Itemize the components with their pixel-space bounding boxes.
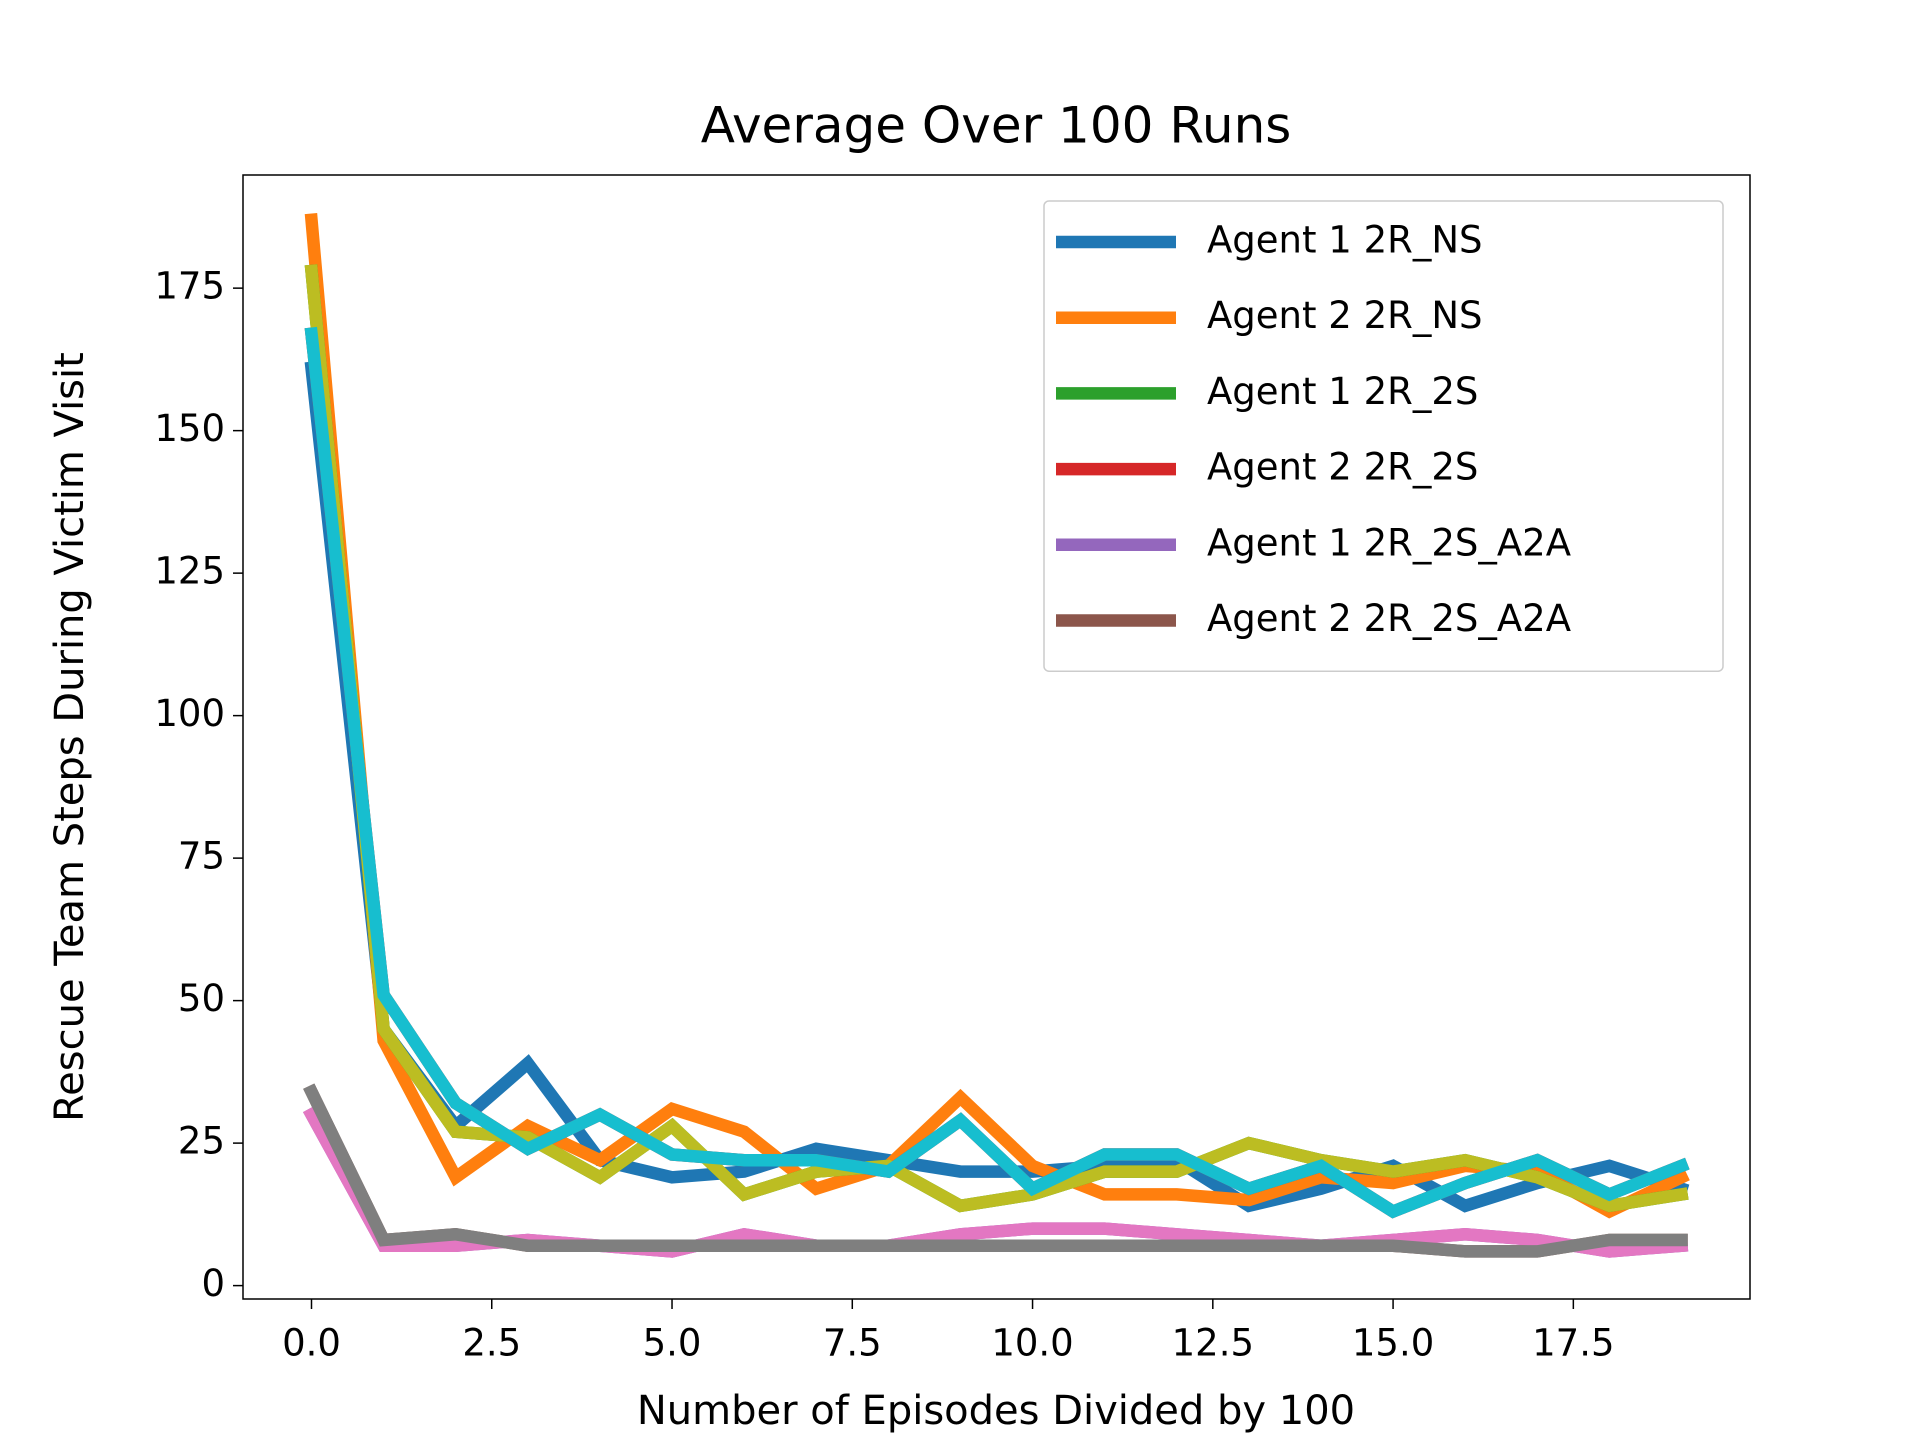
x-tick-label: 10.0 — [991, 1322, 1073, 1365]
series-line — [303, 1083, 1688, 1258]
x-tick-label: 2.5 — [462, 1322, 521, 1365]
y-tick-label: 150 — [154, 407, 225, 450]
x-tick-label: 15.0 — [1352, 1322, 1434, 1365]
x-axis-label: Number of Episodes Divided by 100 — [637, 1388, 1355, 1434]
series-line — [304, 361, 1690, 1213]
x-tick-label: 12.5 — [1172, 1322, 1254, 1365]
series-line — [304, 212, 1690, 1219]
x-tick-label: 0.0 — [282, 1322, 341, 1365]
series-line — [304, 326, 1690, 1219]
y-tick-label: 0 — [201, 1262, 225, 1305]
legend-label: Agent 2 2R_NS — [1207, 294, 1483, 337]
plot-frame — [242, 174, 1751, 1300]
x-tick-label: 7.5 — [823, 1322, 882, 1365]
x-tick-label: 5.0 — [643, 1322, 702, 1365]
legend-label: Agent 2 2R_2S — [1207, 446, 1478, 489]
y-tick-label: 100 — [154, 692, 225, 735]
y-tick-label: 50 — [178, 977, 225, 1020]
legend-label: Agent 2 2R_2S_A2A — [1207, 597, 1571, 640]
chart-title: Average Over 100 Runs — [701, 97, 1292, 155]
x-tick-label: 17.5 — [1532, 1322, 1614, 1365]
y-tick-label: 175 — [154, 265, 225, 308]
legend-label: Agent 1 2R_NS — [1207, 219, 1483, 262]
y-tick-label: 25 — [178, 1120, 225, 1163]
y-tick-label: 75 — [178, 835, 225, 878]
legend-box — [1043, 200, 1724, 672]
y-axis-label: Rescue Team Steps During Victim Visit — [47, 352, 93, 1122]
legend-label: Agent 1 2R_2S_A2A — [1207, 521, 1571, 564]
legend-label: Agent 1 2R_2S — [1207, 370, 1478, 413]
y-tick-label: 125 — [154, 550, 225, 593]
